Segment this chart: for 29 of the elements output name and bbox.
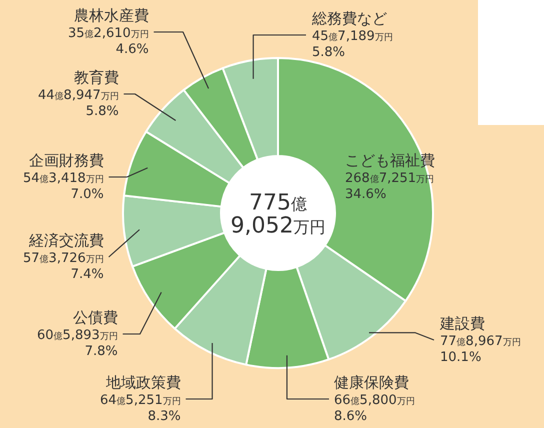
- data-label: 8.6%: [334, 409, 368, 424]
- text: 60億5,893万円: [37, 328, 118, 343]
- data-label: 5.8%: [86, 104, 119, 119]
- data-label: 34.6%: [345, 187, 386, 202]
- slice-label: 健康保険費: [334, 374, 409, 392]
- slice-label: 地域政策費: [104, 374, 181, 392]
- text: 54億3,418万円: [23, 171, 104, 186]
- text: 45億7,189万円: [312, 29, 393, 44]
- text: 35億2,610万円: [68, 26, 149, 41]
- text: 77億8,967万円: [440, 334, 521, 349]
- slice-label: 建設費: [439, 314, 485, 332]
- text: 64億5,251万円: [100, 393, 181, 408]
- slice-label: 教育費: [74, 68, 119, 86]
- data-label: 7.8%: [84, 344, 118, 359]
- data-label: 10.1%: [440, 350, 482, 365]
- data-label: 4.6%: [116, 42, 149, 57]
- text: 775億 9,052万円: [230, 190, 326, 238]
- text: 57億3,726万円: [23, 251, 104, 266]
- slice-label: 総務費など: [311, 10, 387, 28]
- text: 44億8,947万円: [38, 88, 119, 103]
- data-label: 5.8%: [312, 45, 346, 60]
- text: 66億5,800万円: [334, 393, 415, 408]
- slice-label: 公債費: [72, 308, 118, 326]
- data-label: 7.4%: [70, 267, 104, 282]
- slice-label: 企画財務費: [28, 152, 104, 170]
- slice-label: 経済交流費: [28, 232, 104, 250]
- data-label: 7.0%: [70, 187, 104, 202]
- data-label: 8.3%: [148, 409, 181, 424]
- slice-label: 農林水産費: [74, 6, 149, 24]
